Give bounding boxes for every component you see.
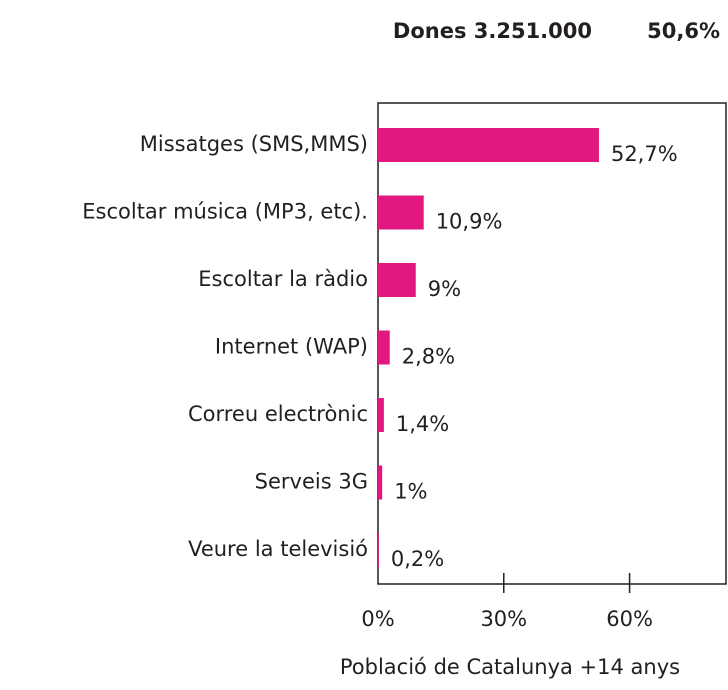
bar xyxy=(378,398,384,432)
bar xyxy=(378,263,416,297)
bar xyxy=(378,128,599,162)
value-label: 52,7% xyxy=(611,142,678,166)
y-tick-label: Serveis 3G xyxy=(255,470,368,494)
x-tick-label: 60% xyxy=(606,607,653,631)
x-tick-label: 30% xyxy=(480,607,527,631)
y-tick-label: Escoltar la ràdio xyxy=(198,267,368,291)
plot-frame xyxy=(377,102,727,585)
bar xyxy=(378,465,383,500)
y-tick-label: Correu electrònic xyxy=(188,402,368,426)
y-tick-label: Internet (WAP) xyxy=(215,335,368,359)
share-label: 50,6% xyxy=(647,19,720,43)
value-label: 10,9% xyxy=(436,210,503,234)
bar xyxy=(378,330,390,365)
x-axis-label: Població de Catalunya +14 anys xyxy=(340,655,680,679)
y-tick-label: Missatges (SMS,MMS) xyxy=(140,132,368,156)
value-label: 1% xyxy=(394,480,427,504)
y-tick-label: Veure la televisió xyxy=(188,537,368,561)
chart-title: Dones 3.251.000 xyxy=(393,19,592,43)
value-label: 0,2% xyxy=(391,547,444,571)
value-label: 2,8% xyxy=(402,345,455,369)
value-label: 1,4% xyxy=(396,412,449,436)
x-tick-label: 0% xyxy=(361,607,394,631)
y-tick-label: Escoltar música (MP3, etc). xyxy=(82,200,368,224)
bar xyxy=(378,533,379,567)
value-label: 9% xyxy=(428,277,461,301)
bar xyxy=(378,195,424,230)
